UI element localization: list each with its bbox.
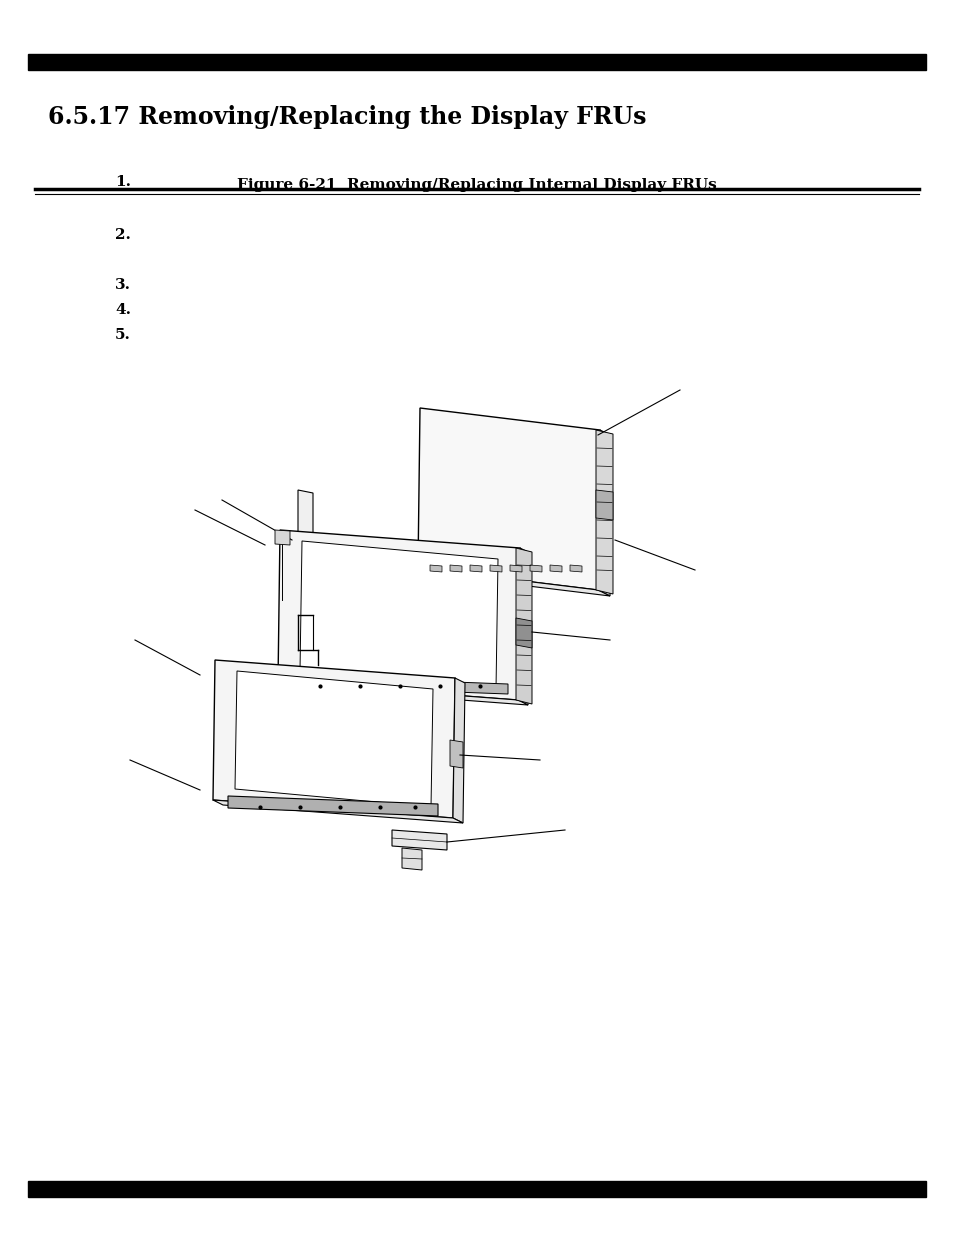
Polygon shape (516, 618, 532, 648)
Text: 1.: 1. (115, 175, 131, 189)
Polygon shape (299, 541, 497, 689)
Polygon shape (516, 548, 532, 704)
Text: 2.: 2. (115, 228, 131, 242)
Polygon shape (510, 564, 521, 572)
Polygon shape (569, 564, 581, 572)
Polygon shape (277, 530, 519, 700)
Bar (28, 54, 925, 70)
Polygon shape (213, 800, 462, 823)
Polygon shape (292, 676, 507, 694)
Polygon shape (596, 430, 613, 594)
Polygon shape (490, 564, 501, 572)
Polygon shape (598, 430, 612, 597)
Polygon shape (277, 682, 527, 705)
Polygon shape (417, 568, 609, 597)
Polygon shape (274, 530, 290, 545)
Polygon shape (417, 408, 599, 590)
Bar (28, 1181, 925, 1197)
Polygon shape (470, 564, 481, 572)
Text: 6-27: 6-27 (871, 1183, 909, 1197)
Polygon shape (234, 671, 433, 806)
Polygon shape (453, 678, 464, 823)
Polygon shape (450, 564, 461, 572)
Text: 4.: 4. (115, 303, 131, 317)
Polygon shape (228, 797, 437, 816)
Text: 5.: 5. (115, 329, 131, 342)
Text: 3.: 3. (115, 278, 131, 291)
Polygon shape (517, 548, 530, 705)
Polygon shape (450, 740, 462, 768)
Text: Figure 6-21  Removing/Replacing Internal Display FRUs: Figure 6-21 Removing/Replacing Internal … (237, 178, 716, 193)
Polygon shape (392, 830, 447, 850)
Polygon shape (401, 848, 421, 869)
Polygon shape (297, 490, 313, 618)
Polygon shape (430, 564, 441, 572)
Polygon shape (596, 490, 613, 520)
Text: 6.5.17 Removing/Replacing the Display FRUs: 6.5.17 Removing/Replacing the Display FR… (48, 105, 646, 128)
Polygon shape (530, 564, 541, 572)
Polygon shape (550, 564, 561, 572)
Polygon shape (213, 659, 455, 818)
